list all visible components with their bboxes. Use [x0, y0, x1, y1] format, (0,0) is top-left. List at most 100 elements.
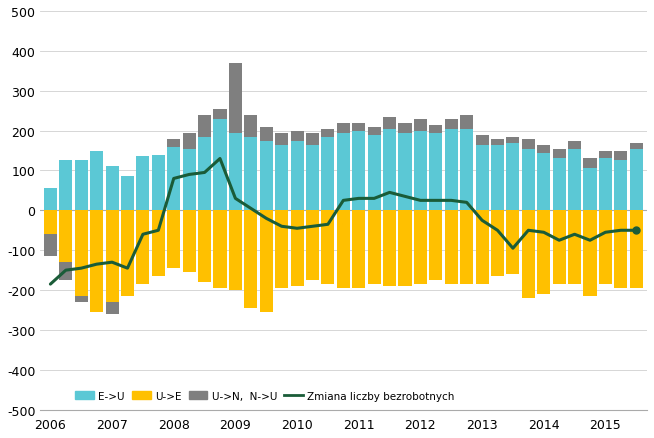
Bar — [182, 149, 196, 211]
Bar — [537, 211, 550, 294]
Bar — [522, 211, 535, 298]
Bar — [306, 145, 319, 211]
Bar — [553, 149, 566, 159]
Bar — [75, 161, 88, 211]
Bar — [198, 137, 211, 211]
Bar — [445, 119, 458, 129]
Bar — [630, 149, 643, 211]
Bar — [337, 133, 350, 211]
Bar — [599, 159, 612, 211]
Bar — [491, 211, 504, 276]
Bar — [614, 211, 627, 289]
Bar — [537, 145, 550, 153]
Bar — [290, 211, 303, 286]
Bar — [44, 211, 57, 235]
Bar — [167, 211, 181, 268]
Bar — [475, 145, 489, 211]
Bar — [522, 139, 535, 149]
Bar — [599, 211, 612, 284]
Bar — [506, 137, 519, 143]
Bar — [429, 133, 442, 211]
Bar — [121, 211, 134, 297]
Bar — [353, 211, 366, 289]
Bar — [353, 131, 366, 211]
Bar — [260, 127, 273, 141]
Bar — [321, 137, 334, 211]
Bar — [630, 143, 643, 149]
Bar — [245, 211, 258, 308]
Bar — [198, 115, 211, 137]
Bar — [229, 64, 242, 133]
Bar — [182, 133, 196, 149]
Bar — [429, 211, 442, 280]
Bar — [460, 129, 473, 211]
Bar — [568, 141, 581, 149]
Bar — [167, 139, 181, 147]
Bar — [475, 211, 489, 284]
Bar — [136, 211, 150, 284]
Bar — [368, 211, 381, 284]
Bar — [398, 133, 411, 211]
Bar — [213, 211, 226, 289]
Bar — [60, 161, 73, 211]
Bar — [368, 127, 381, 135]
Bar — [383, 129, 396, 211]
Bar — [275, 133, 288, 145]
Bar — [491, 139, 504, 145]
Bar — [414, 119, 427, 131]
Bar — [136, 157, 150, 211]
Bar — [429, 125, 442, 133]
Bar — [414, 131, 427, 211]
Bar — [398, 124, 411, 133]
Bar — [368, 135, 381, 211]
Bar — [321, 211, 334, 284]
Bar — [383, 211, 396, 286]
Bar — [90, 211, 103, 312]
Bar — [599, 151, 612, 159]
Bar — [75, 211, 88, 297]
Bar — [167, 147, 181, 211]
Bar — [290, 141, 303, 211]
Bar — [522, 149, 535, 211]
Bar — [460, 211, 473, 284]
Bar — [152, 155, 165, 211]
Bar — [260, 211, 273, 312]
Bar — [568, 149, 581, 211]
Bar — [245, 137, 258, 211]
Bar — [60, 262, 73, 280]
Bar — [583, 211, 596, 297]
Bar — [275, 145, 288, 211]
Bar — [44, 189, 57, 211]
Bar — [537, 153, 550, 211]
Bar — [260, 141, 273, 211]
Bar — [506, 143, 519, 211]
Bar — [568, 211, 581, 284]
Bar — [614, 151, 627, 161]
Bar — [152, 211, 165, 276]
Bar — [445, 211, 458, 284]
Bar — [306, 211, 319, 280]
Bar — [583, 159, 596, 169]
Bar — [506, 211, 519, 275]
Bar — [105, 302, 118, 314]
Bar — [614, 161, 627, 211]
Bar — [229, 133, 242, 211]
Legend: E->U, U->E, U->N,  N->U, Zmiana liczby bezrobotnych: E->U, U->E, U->N, N->U, Zmiana liczby be… — [75, 391, 455, 401]
Bar — [182, 211, 196, 272]
Bar — [229, 211, 242, 290]
Bar — [553, 211, 566, 284]
Bar — [583, 169, 596, 211]
Bar — [321, 129, 334, 137]
Bar — [198, 211, 211, 283]
Bar — [337, 211, 350, 289]
Bar — [105, 211, 118, 302]
Bar — [414, 211, 427, 284]
Bar — [383, 117, 396, 129]
Bar — [475, 135, 489, 145]
Bar — [275, 211, 288, 289]
Bar — [553, 159, 566, 211]
Bar — [213, 110, 226, 119]
Bar — [398, 211, 411, 286]
Bar — [44, 235, 57, 257]
Bar — [121, 177, 134, 211]
